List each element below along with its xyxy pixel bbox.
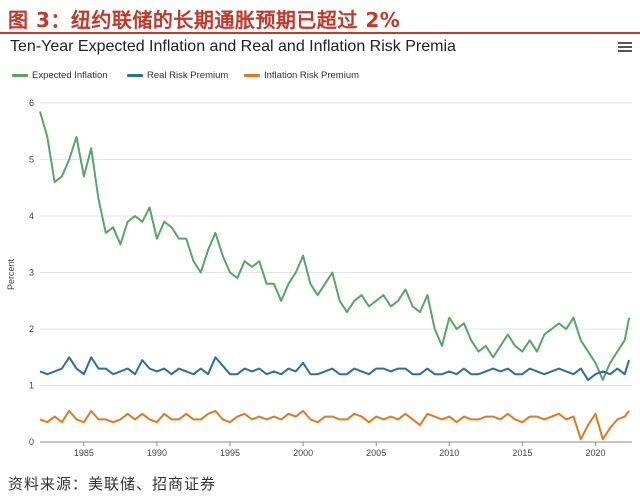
line-chart: 0 1 2 3 4 5 6 1985 1990 1995 2000 2005 2010 2015 2020	[29, 98, 632, 458]
y-tick-label-2: 2	[29, 324, 34, 334]
legend-swatch-real	[127, 73, 143, 77]
x-tick-label-2015: 2015	[512, 448, 532, 458]
y-tick-label-6: 6	[29, 98, 34, 108]
x-tick-label-1985: 1985	[74, 448, 94, 458]
x-tick-label-2020: 2020	[585, 448, 605, 458]
title-rule	[0, 32, 640, 34]
y-tick-label-4: 4	[29, 211, 34, 221]
legend-item-expected-inflation[interactable]: Expected Inflation	[12, 70, 108, 81]
legend-label-real: Real Risk Premium	[147, 70, 229, 81]
legend-swatch-expected	[12, 73, 28, 77]
y-tick-label-1: 1	[29, 381, 34, 391]
hamburger-menu-icon[interactable]	[618, 40, 632, 54]
legend-label-inflation: Inflation Risk Premium	[264, 70, 360, 81]
figure-title: 图 3：纽约联储的长期通胀预期已超过 2%	[8, 8, 401, 32]
x-tick-label-1990: 1990	[147, 448, 167, 458]
y-tick-label-5: 5	[29, 155, 34, 165]
y-tick-label-0: 0	[29, 437, 34, 447]
legend-item-inflation-risk-premium[interactable]: Inflation Risk Premium	[244, 70, 359, 81]
x-tick-label-2010: 2010	[439, 448, 459, 458]
legend-swatch-inflation	[244, 73, 260, 77]
series-line-expected-inflation	[39, 111, 631, 381]
source-note: 资料来源：美联储、招商证券	[8, 475, 217, 493]
legend-label-expected: Expected Inflation	[32, 70, 108, 81]
x-tick-label-2000: 2000	[293, 448, 313, 458]
series-line-real-risk-premium	[39, 356, 631, 381]
series-line-inflation-risk-premium	[39, 409, 630, 441]
legend-item-real-risk-premium[interactable]: Real Risk Premium	[127, 70, 228, 81]
x-tick-label-1995: 1995	[220, 448, 240, 458]
x-tick-label-2005: 2005	[366, 448, 386, 458]
chart-title: Ten-Year Expected Inflation and Real and…	[10, 38, 456, 55]
y-tick-label-3: 3	[29, 268, 34, 278]
